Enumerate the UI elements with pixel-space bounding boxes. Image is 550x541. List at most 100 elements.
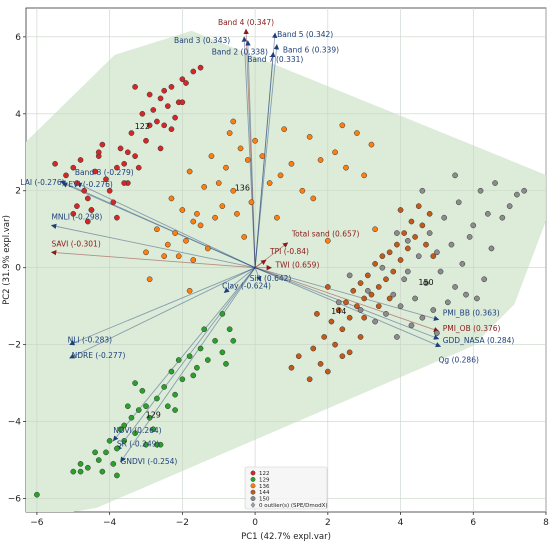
- data-point: [288, 160, 295, 167]
- data-point: [172, 230, 178, 236]
- data-point: [463, 291, 469, 298]
- legend-label: 150: [259, 497, 270, 503]
- x-tick-label: −4: [103, 518, 117, 528]
- legend-marker: [250, 496, 256, 501]
- data-point: [106, 437, 113, 444]
- data-point: [186, 287, 193, 294]
- data-point: [394, 334, 400, 340]
- loading-arrow: [69, 267, 256, 346]
- data-point: [161, 253, 168, 260]
- data-point: [219, 203, 226, 209]
- data-point: [226, 326, 233, 333]
- data-point: [375, 303, 382, 310]
- data-point: [364, 272, 371, 279]
- data-point: [364, 287, 371, 294]
- data-point: [154, 395, 160, 402]
- y-tick-label: 2: [15, 187, 21, 197]
- data-point: [226, 130, 233, 136]
- legend-box: [244, 466, 328, 510]
- cluster-label: 144: [331, 307, 346, 316]
- data-point: [448, 241, 455, 248]
- data-point: [408, 322, 415, 329]
- data-point: [103, 449, 109, 456]
- loading-label: Band 5 (0.342): [277, 30, 333, 39]
- data-point: [204, 245, 211, 252]
- legend-label: 144: [259, 490, 270, 496]
- data-point: [150, 107, 157, 113]
- data-point: [106, 187, 113, 194]
- data-point: [390, 291, 397, 298]
- hull-polygon: [26, 30, 546, 512]
- data-point: [95, 457, 102, 463]
- data-point: [394, 241, 400, 248]
- data-point: [346, 314, 353, 321]
- data-point: [139, 387, 146, 394]
- data-point: [477, 187, 484, 194]
- data-point: [488, 245, 495, 252]
- legend-marker: [250, 476, 256, 482]
- data-point: [63, 172, 69, 179]
- data-point: [150, 426, 157, 433]
- loading-arrow: [254, 32, 278, 268]
- data-point: [288, 364, 295, 371]
- data-point: [444, 299, 451, 306]
- data-point: [492, 180, 498, 186]
- data-point: [212, 214, 218, 221]
- data-point: [223, 164, 229, 171]
- data-point: [164, 403, 171, 410]
- data-point: [401, 230, 408, 236]
- x-tick-label: 4: [398, 518, 404, 528]
- data-point: [175, 253, 182, 260]
- data-point: [277, 172, 284, 179]
- data-point: [452, 284, 458, 290]
- data-point: [361, 314, 368, 321]
- data-point: [77, 468, 84, 475]
- scatter-points: [34, 64, 528, 498]
- data-point: [346, 349, 353, 356]
- data-point: [74, 203, 80, 209]
- data-point: [114, 472, 120, 479]
- legend-label: 136: [259, 484, 270, 490]
- data-point: [124, 149, 131, 156]
- legend-outlier-label: 0 outlier(s) (SPE/DmodX): [259, 503, 328, 509]
- loading-arrow: [69, 267, 256, 359]
- data-point: [386, 249, 393, 256]
- data-point: [103, 176, 109, 183]
- data-point: [430, 253, 437, 260]
- loading-label: Total sand (0.657): [291, 230, 360, 239]
- loading-arrow: [120, 267, 256, 463]
- loading-label: MNLI (-0.298): [51, 212, 102, 221]
- data-point: [335, 307, 342, 313]
- data-point: [339, 326, 346, 333]
- data-point: [197, 222, 204, 229]
- loading-label: SAVI (-0.301): [51, 239, 100, 248]
- loading-label: Silt (0.642): [250, 274, 292, 283]
- loading-arrows: [50, 28, 442, 463]
- data-point: [154, 118, 160, 125]
- y-tick-label: 6: [15, 33, 21, 43]
- data-point: [324, 237, 331, 244]
- data-point: [481, 276, 488, 283]
- data-point: [77, 157, 84, 163]
- data-point: [117, 145, 124, 152]
- data-point: [470, 222, 477, 229]
- loading-label: TWI (0.659): [274, 261, 319, 270]
- data-point: [204, 357, 211, 363]
- data-point: [328, 318, 335, 325]
- loading-label: Band 6 (0.339): [283, 46, 339, 55]
- legend-marker: [250, 489, 256, 495]
- data-point: [321, 334, 328, 340]
- data-point: [135, 164, 142, 171]
- loading-label: EVI (-0.276): [68, 180, 113, 189]
- data-point: [230, 118, 237, 125]
- data-point: [157, 95, 164, 102]
- data-point: [241, 234, 248, 240]
- data-point: [346, 272, 353, 279]
- x-tick-label: 0: [252, 518, 258, 528]
- data-point: [452, 172, 458, 179]
- data-point: [190, 372, 197, 379]
- loading-arrow: [223, 267, 256, 294]
- annotations: Band 4 (0.347) Band 3 (0.343) Band 5 (0.34…: [20, 18, 514, 466]
- data-point: [397, 207, 404, 213]
